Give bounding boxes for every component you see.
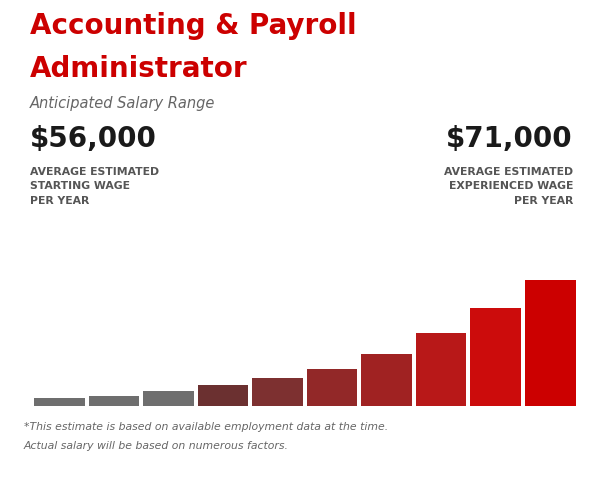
Text: Administrator: Administrator [30,55,248,83]
Text: AVERAGE ESTIMATED
STARTING WAGE
PER YEAR: AVERAGE ESTIMATED STARTING WAGE PER YEAR [30,167,159,206]
Bar [143,391,194,406]
Text: *This estimate is based on available employment data at the time.: *This estimate is based on available emp… [24,422,388,432]
Text: Anticipated Salary Range: Anticipated Salary Range [30,96,215,111]
Bar [252,378,303,406]
Bar [525,280,575,406]
Text: AVERAGE ESTIMATED
EXPERIENCED WAGE
PER YEAR: AVERAGE ESTIMATED EXPERIENCED WAGE PER Y… [444,167,573,206]
Text: $71,000: $71,000 [446,125,573,153]
Bar [198,385,248,406]
Bar [470,309,521,406]
Bar [361,354,412,406]
Bar [307,369,358,406]
Text: Actual salary will be based on numerous factors.: Actual salary will be based on numerous … [24,441,289,451]
Bar [416,333,466,406]
Text: Accounting & Payroll: Accounting & Payroll [30,12,356,40]
Text: $56,000: $56,000 [30,125,157,153]
Bar [89,396,139,406]
Bar [34,398,85,406]
